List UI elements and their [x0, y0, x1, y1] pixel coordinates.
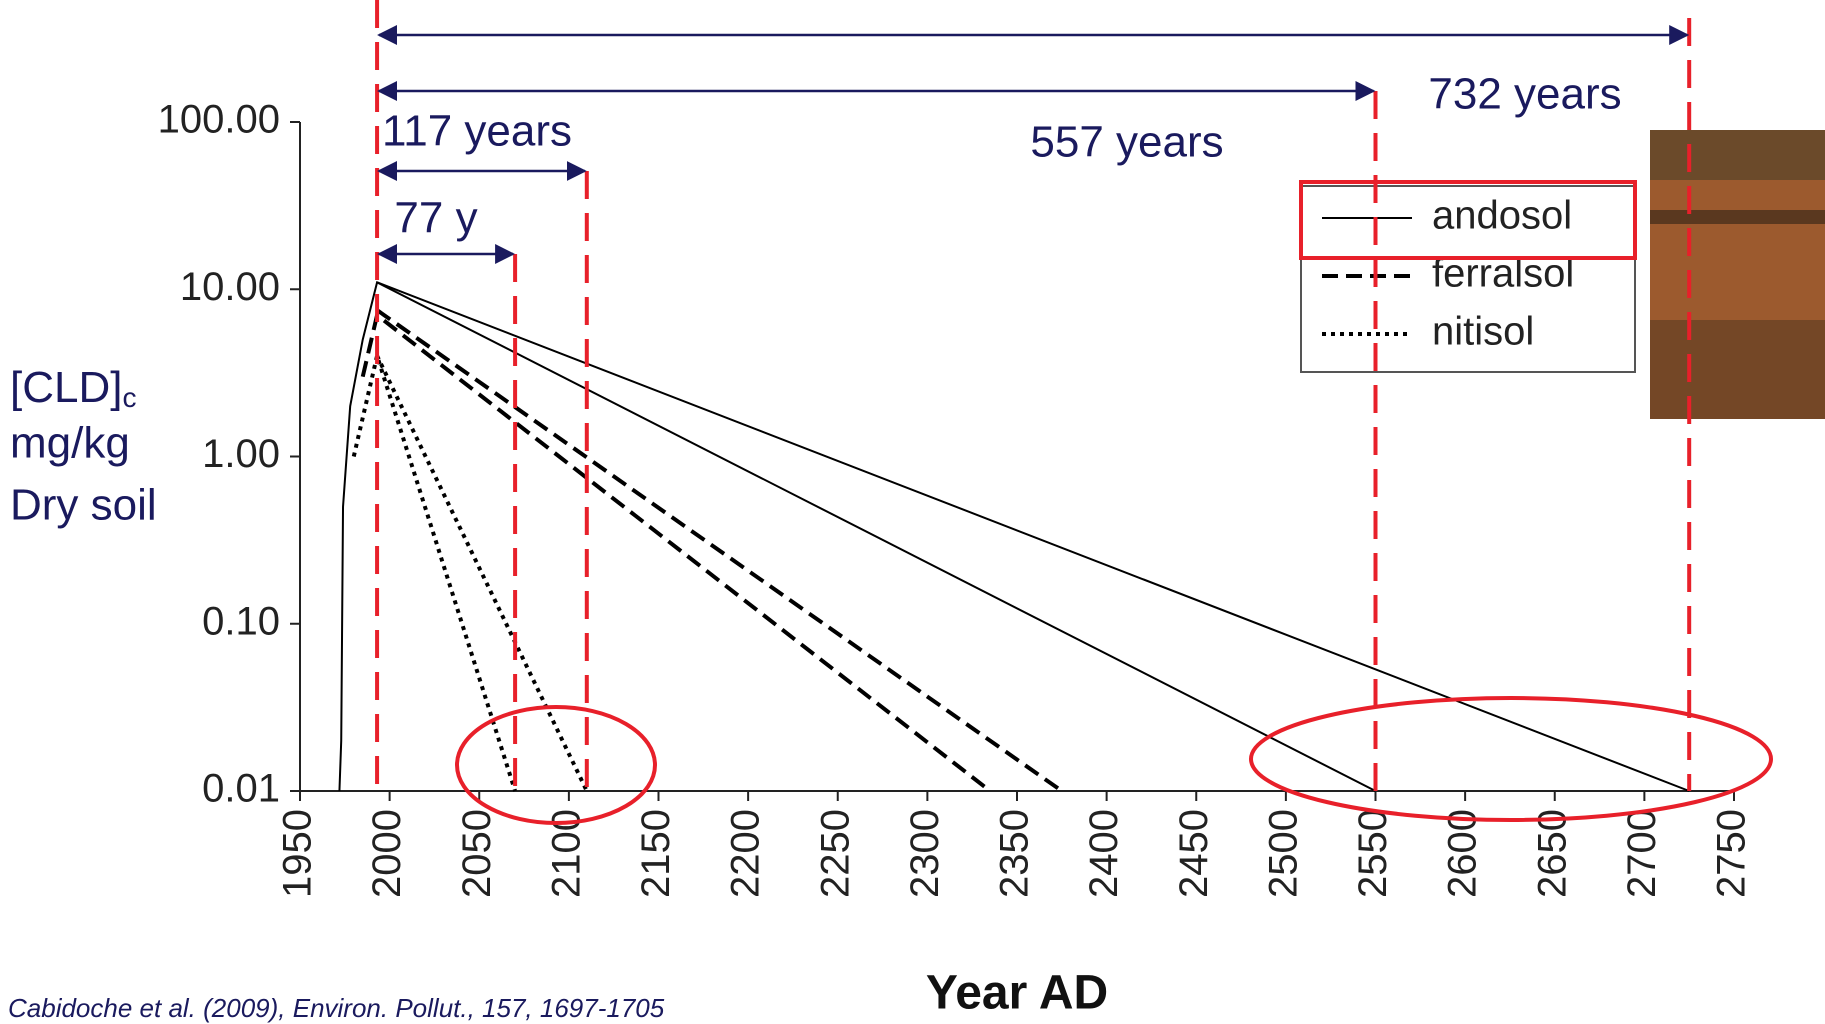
- x-tick-label: 1950: [276, 809, 320, 898]
- y-tick-label: 100.00: [158, 98, 280, 142]
- span-label: 77 y: [394, 194, 477, 243]
- soil-photo: [1650, 130, 1825, 419]
- x-tick-label: 2350: [993, 809, 1037, 898]
- y-tick-label: 0.01: [202, 767, 280, 811]
- x-label: Year AD: [926, 967, 1108, 1020]
- span-label: 557 years: [1030, 118, 1223, 167]
- x-tick-label: 2750: [1710, 809, 1754, 898]
- span-label: 732 years: [1428, 70, 1621, 119]
- x-tick-label: 2500: [1261, 809, 1305, 898]
- highlight-ellipse: [1251, 698, 1771, 820]
- y-tick-label: 1.00: [202, 432, 280, 476]
- y-label-sub: c: [122, 382, 136, 413]
- legend-label: andosol: [1432, 194, 1572, 238]
- y-label-line: mg/kg: [10, 419, 130, 468]
- x-tick-label: 2150: [634, 809, 678, 898]
- y-tick-label: 10.00: [180, 265, 280, 309]
- citation: Cabidoche et al. (2009), Environ. Pollut…: [8, 993, 665, 1023]
- y-label-line: Dry soil: [10, 481, 157, 530]
- span-label: 117 years: [382, 107, 572, 156]
- x-tick-label: 2600: [1441, 809, 1485, 898]
- y-label-main: [CLD]: [10, 363, 122, 412]
- x-tick-label: 2050: [455, 809, 499, 898]
- x-tick-label: 2200: [724, 809, 768, 898]
- y-tick-label: 0.10: [202, 599, 280, 643]
- x-tick-label: 2450: [1172, 809, 1216, 898]
- series-line: [377, 282, 1375, 791]
- x-tick-label: 2650: [1530, 809, 1574, 898]
- highlight-ellipse: [457, 707, 655, 823]
- legend-label: nitisol: [1432, 310, 1534, 354]
- x-tick-label: 2000: [365, 809, 409, 898]
- series-line: [377, 310, 1062, 791]
- x-tick-label: 2250: [813, 809, 857, 898]
- x-tick-label: 2400: [1082, 809, 1126, 898]
- x-tick-label: 2300: [903, 809, 947, 898]
- series-line: [363, 315, 990, 791]
- chart: [CLD]c mg/kg Dry soil Year AD Cabidoche …: [0, 0, 1825, 1024]
- y-label: [CLD]c: [10, 363, 136, 414]
- x-tick-label: 2700: [1620, 809, 1664, 898]
- x-tick-label: 2550: [1351, 809, 1395, 898]
